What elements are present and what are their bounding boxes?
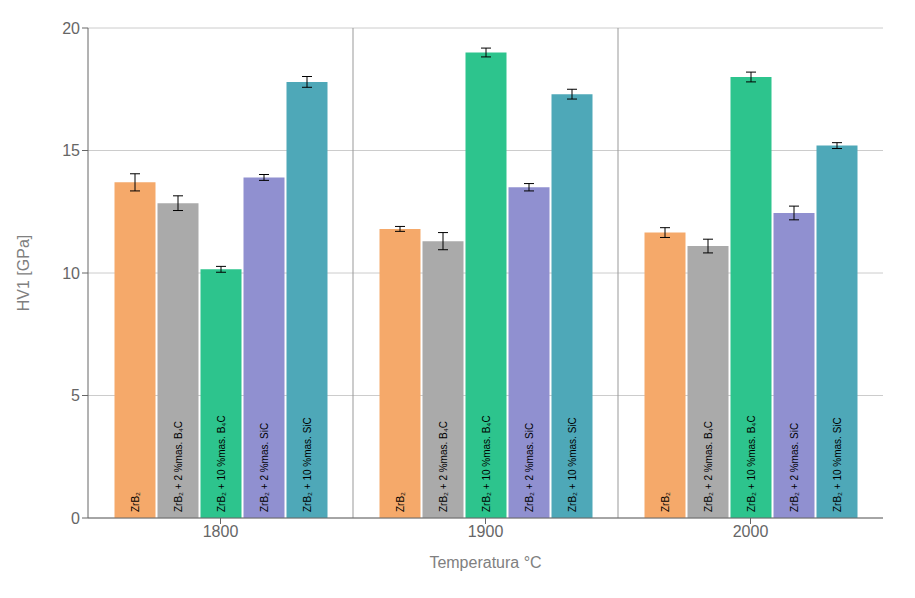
svg-text:ZrB₂ + 10 %mas. SiC: ZrB₂ + 10 %mas. SiC xyxy=(302,417,313,512)
svg-text:ZrB₂ + 10 %mas. B₄C: ZrB₂ + 10 %mas. B₄C xyxy=(216,415,227,512)
svg-text:ZrB₂ + 2 %mas. SiC: ZrB₂ + 2 %mas. SiC xyxy=(259,423,270,512)
svg-text:20: 20 xyxy=(62,20,80,37)
svg-text:ZrB₂ + 10 %mas. B₄C: ZrB₂ + 10 %mas. B₄C xyxy=(481,415,492,512)
svg-text:ZrB₂ + 2 %mas. SiC: ZrB₂ + 2 %mas. SiC xyxy=(524,423,535,512)
svg-text:ZrB₂: ZrB₂ xyxy=(130,492,141,512)
svg-text:2000: 2000 xyxy=(733,523,769,540)
svg-text:15: 15 xyxy=(62,142,80,159)
svg-text:10: 10 xyxy=(62,265,80,282)
svg-text:HV1 [GPa]: HV1 [GPa] xyxy=(15,235,32,311)
svg-text:ZrB₂ + 10 %mas. SiC: ZrB₂ + 10 %mas. SiC xyxy=(567,417,578,512)
svg-text:ZrB₂ + 2 %mas. SiC: ZrB₂ + 2 %mas. SiC xyxy=(789,423,800,512)
svg-text:ZrB₂ + 10 %mas. B₄C: ZrB₂ + 10 %mas. B₄C xyxy=(746,415,757,512)
svg-text:1800: 1800 xyxy=(203,523,239,540)
svg-text:Temperatura °C: Temperatura °C xyxy=(429,554,541,571)
svg-text:ZrB₂ + 2 %mas. B₄C: ZrB₂ + 2 %mas. B₄C xyxy=(173,421,184,512)
svg-text:ZrB₂ + 2 %mas. B₄C: ZrB₂ + 2 %mas. B₄C xyxy=(438,421,449,512)
svg-text:ZrB₂ + 10 %mas. SiC: ZrB₂ + 10 %mas. SiC xyxy=(832,417,843,512)
svg-text:ZrB₂: ZrB₂ xyxy=(395,492,406,512)
svg-text:ZrB₂ + 2 %mas. B₄C: ZrB₂ + 2 %mas. B₄C xyxy=(703,421,714,512)
svg-text:ZrB₂: ZrB₂ xyxy=(660,492,671,512)
svg-text:5: 5 xyxy=(71,387,80,404)
svg-text:0: 0 xyxy=(71,510,80,527)
svg-text:1900: 1900 xyxy=(468,523,504,540)
